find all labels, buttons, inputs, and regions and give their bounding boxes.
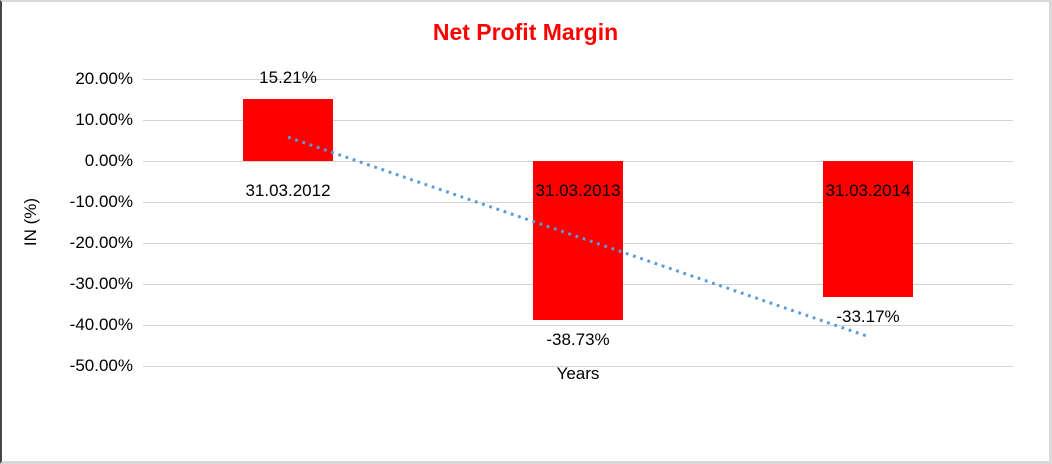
y-tick-label: -30.00% bbox=[69, 274, 133, 293]
y-tick-label: -50.00% bbox=[69, 356, 133, 375]
bar bbox=[243, 98, 333, 161]
gridline bbox=[143, 78, 1013, 80]
y-axis-title: IN (%) bbox=[21, 197, 40, 247]
y-tick-label: -40.00% bbox=[69, 315, 133, 334]
category-label: 31.03.2014 bbox=[825, 181, 911, 200]
value-label: -38.73% bbox=[546, 329, 610, 349]
chart-title: Net Profit Margin bbox=[432, 19, 619, 45]
y-tick-label: 10.00% bbox=[75, 110, 133, 129]
value-label: 15.21% bbox=[259, 67, 317, 87]
category-label: 31.03.2012 bbox=[245, 181, 331, 200]
x-axis-title: Years bbox=[556, 364, 600, 383]
y-tick-label: -20.00% bbox=[69, 233, 133, 252]
gridline bbox=[143, 119, 1013, 121]
value-label: -33.17% bbox=[836, 306, 900, 326]
y-tick-label: -10.00% bbox=[69, 192, 133, 211]
y-tick-label: 0.00% bbox=[84, 151, 133, 170]
category-label: 31.03.2013 bbox=[535, 181, 621, 200]
y-tick-label: 20.00% bbox=[75, 69, 133, 88]
gridline bbox=[143, 365, 1013, 367]
